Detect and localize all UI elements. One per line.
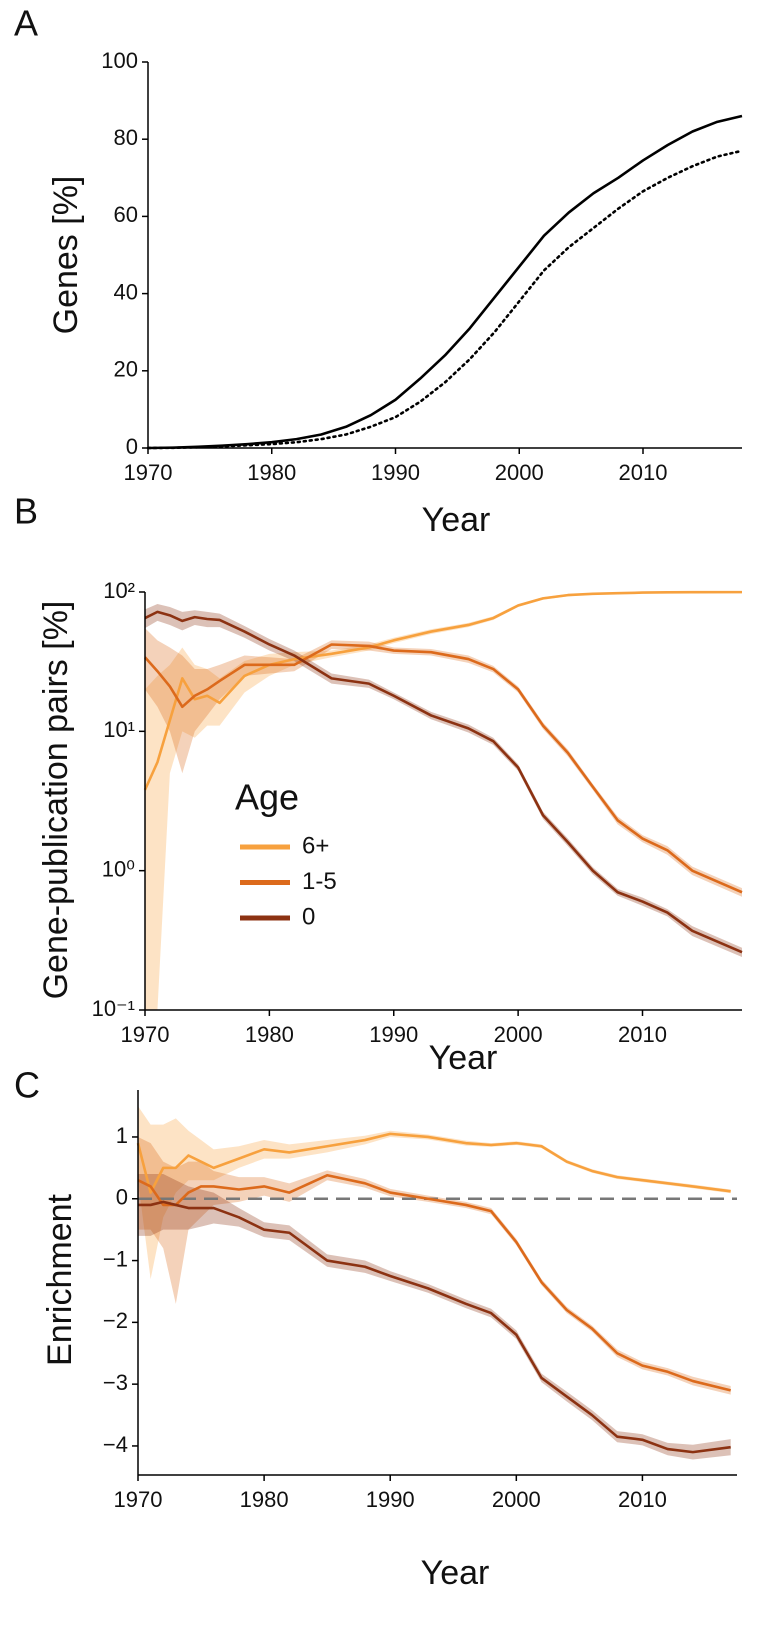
data-line xyxy=(137,1173,732,1392)
y-tick-label: −1 xyxy=(103,1246,128,1271)
confidence-band xyxy=(138,1136,731,1395)
y-tick-label: 40 xyxy=(114,279,138,304)
x-tick-label: 1990 xyxy=(366,1487,415,1512)
y-axis-label: Genes [%] xyxy=(47,176,85,335)
x-tick-label: 1970 xyxy=(121,1022,170,1047)
data-line xyxy=(136,1132,731,1194)
y-tick-label: 0 xyxy=(126,434,138,459)
y-tick-label: 100 xyxy=(101,48,138,73)
y-tick-label: 10⁰ xyxy=(102,856,135,881)
x-tick-label: 1970 xyxy=(114,1487,163,1512)
y-tick-label: 60 xyxy=(114,202,138,227)
y-axis-label: Enrichment xyxy=(41,1193,79,1366)
data-line xyxy=(144,610,743,954)
panel-label: A xyxy=(14,3,38,44)
legend-label: 6+ xyxy=(302,832,329,859)
x-tick-label: 2010 xyxy=(618,1487,667,1512)
y-axis-label: Gene-publication pairs [%] xyxy=(37,601,75,1000)
data-line xyxy=(143,590,743,791)
y-tick-label: 80 xyxy=(114,125,138,150)
y-tick-label: 0 xyxy=(116,1185,128,1210)
x-tick-label: 2010 xyxy=(618,1022,667,1047)
x-tick-label: 1990 xyxy=(369,1022,418,1047)
panel-label: C xyxy=(14,1065,40,1106)
y-tick-label: 1 xyxy=(116,1123,128,1148)
x-tick-label: 2000 xyxy=(492,1487,541,1512)
confidence-band xyxy=(145,628,742,897)
confidence-band xyxy=(138,1106,731,1280)
y-tick-label: −4 xyxy=(103,1432,128,1457)
x-axis-label: Year xyxy=(421,1554,490,1592)
x-tick-label: 1980 xyxy=(247,460,296,485)
x-tick-label: 1980 xyxy=(245,1022,294,1047)
panel-label: B xyxy=(14,491,38,532)
y-tick-label: 20 xyxy=(114,357,138,382)
x-tick-label: 1970 xyxy=(124,460,173,485)
legend-title: Age xyxy=(235,777,299,818)
legend-label: 0 xyxy=(302,903,315,930)
y-tick-label: 10² xyxy=(103,578,135,603)
data-line xyxy=(144,643,743,894)
y-tick-label: −3 xyxy=(103,1370,128,1395)
x-tick-label: 2000 xyxy=(495,460,544,485)
x-tick-label: 1990 xyxy=(371,460,420,485)
x-axis-label: Year xyxy=(429,1039,498,1077)
data-line xyxy=(147,114,743,450)
legend-label: 1-5 xyxy=(302,868,337,895)
y-tick-label: 10¹ xyxy=(103,717,135,742)
confidence-band xyxy=(138,1174,731,1460)
x-tick-label: 2010 xyxy=(619,460,668,485)
x-tick-label: 2000 xyxy=(494,1022,543,1047)
x-tick-label: 1980 xyxy=(240,1487,289,1512)
y-tick-label: 10⁻¹ xyxy=(92,996,135,1021)
data-line xyxy=(138,1200,731,1454)
x-axis-label: Year xyxy=(422,501,491,539)
y-tick-label: −2 xyxy=(103,1308,128,1333)
data-line xyxy=(146,149,744,450)
